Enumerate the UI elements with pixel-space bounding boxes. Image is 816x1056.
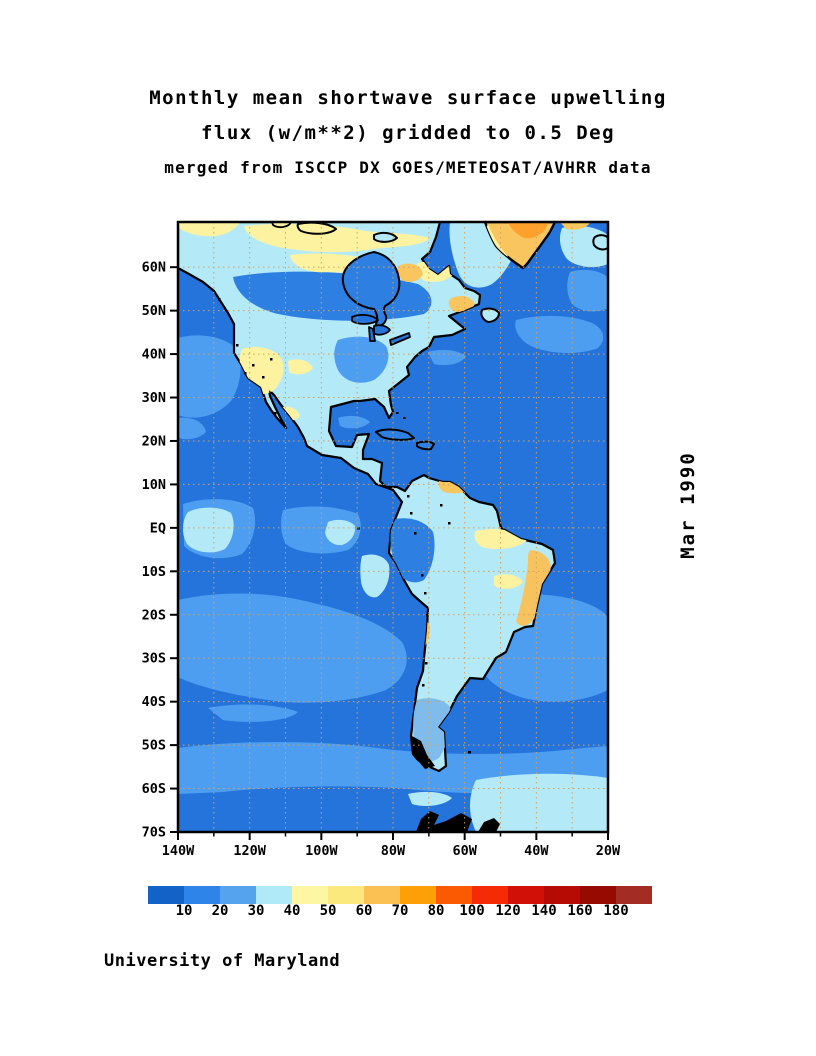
lat-tick-label: 50S	[142, 738, 166, 754]
colorbar-segment	[292, 886, 328, 904]
map-canvas	[178, 222, 608, 832]
lon-tick-label: 80W	[381, 843, 406, 859]
colorbar-tick-label: 80	[427, 903, 445, 919]
colorbar-tick-label: 140	[531, 903, 557, 919]
chart-subtitle: merged from ISCCP DX GOES/METEOSAT/AVHRR…	[164, 158, 652, 177]
great-lakes	[351, 313, 411, 346]
colorbar	[148, 886, 652, 904]
newfoundland	[480, 307, 500, 323]
lon-tick-label: 20W	[596, 843, 621, 859]
lat-tick-label: 60S	[142, 781, 166, 797]
colorbar-segment	[184, 886, 220, 904]
lat-tick-label: 50N	[142, 303, 166, 319]
lon-tick-label: 140W	[162, 843, 195, 859]
colorbar-tick-label: 10	[175, 903, 193, 919]
colorbar-tick-label: 70	[391, 903, 409, 919]
colorbar-tick-label: 180	[603, 903, 629, 919]
colorbar-tick-label: 60	[355, 903, 373, 919]
cuba	[375, 428, 415, 441]
colorbar-segment	[508, 886, 544, 904]
lat-tick-label: 40N	[142, 347, 166, 363]
lat-tick-label: 20N	[142, 433, 166, 449]
iceland	[592, 234, 608, 251]
colorbar-tick-label: 50	[319, 903, 337, 919]
arctic-island-2	[373, 231, 398, 243]
chart-title-line-1: Monthly mean shortwave surface upwelling	[149, 87, 667, 109]
colorbar-segment	[364, 886, 400, 904]
lat-tick-label: 30N	[142, 390, 166, 406]
colorbar-tick-label: 20	[211, 903, 229, 919]
lat-tick-label: 40S	[142, 694, 166, 710]
map-axes: 60N 50N 40N 30N 20N 10N EQ 10S 20S 30S 40S 50S 60S 70…	[142, 260, 621, 859]
lon-tick-label: 40W	[524, 843, 549, 859]
lat-tick-label: EQ	[150, 520, 166, 536]
attribution: University of Maryland	[104, 951, 341, 971]
colorbar-tick-label: 120	[495, 903, 521, 919]
islands	[271, 222, 608, 451]
dark-terrain-and-small-islands	[218, 298, 500, 832]
lat-tick-label: 10S	[142, 564, 166, 580]
colorbar-segment	[580, 886, 616, 904]
hispaniola	[416, 440, 435, 451]
colorbar-segment	[328, 886, 364, 904]
colorbar-segment	[436, 886, 472, 904]
colorbar-segment	[544, 886, 580, 904]
lon-tick-label: 100W	[305, 843, 338, 859]
colorbar-segment	[148, 886, 184, 904]
lat-lon-grid	[178, 222, 608, 832]
lat-tick-label: 20S	[142, 607, 166, 623]
colorbar-tick-label: 100	[459, 903, 485, 919]
lat-tick-label: 10N	[142, 477, 166, 493]
colorbar-tick-labels: 10 20 30 40 50 60 70 80 100 120 140 160 180	[148, 903, 652, 923]
colorbar-tick-label: 40	[283, 903, 301, 919]
chart-title-line-2: flux (w/m**2) gridded to 0.5 Deg	[200, 122, 616, 144]
lon-tick-label: 60W	[452, 843, 477, 859]
lat-tick-label: 70S	[142, 825, 166, 841]
colorbar-tick-label: 160	[567, 903, 593, 919]
colorbar-segment	[220, 886, 256, 904]
date-label: Mar 1990	[677, 451, 699, 559]
colorbar-segment	[400, 886, 436, 904]
lat-tick-label: 60N	[142, 260, 166, 276]
hudson-bay	[341, 251, 401, 328]
colorbar-segment	[472, 886, 508, 904]
lat-tick-label: 30S	[142, 651, 166, 667]
colorbar-tick-label: 30	[247, 903, 265, 919]
map-plot: 60N 50N 40N 30N 20N 10N EQ 10S 20S 30S 40S 50S 60S 70…	[142, 220, 621, 859]
colorbar-segment	[616, 886, 652, 904]
lon-tick-label: 120W	[233, 843, 266, 859]
colorbar-segment	[256, 886, 292, 904]
